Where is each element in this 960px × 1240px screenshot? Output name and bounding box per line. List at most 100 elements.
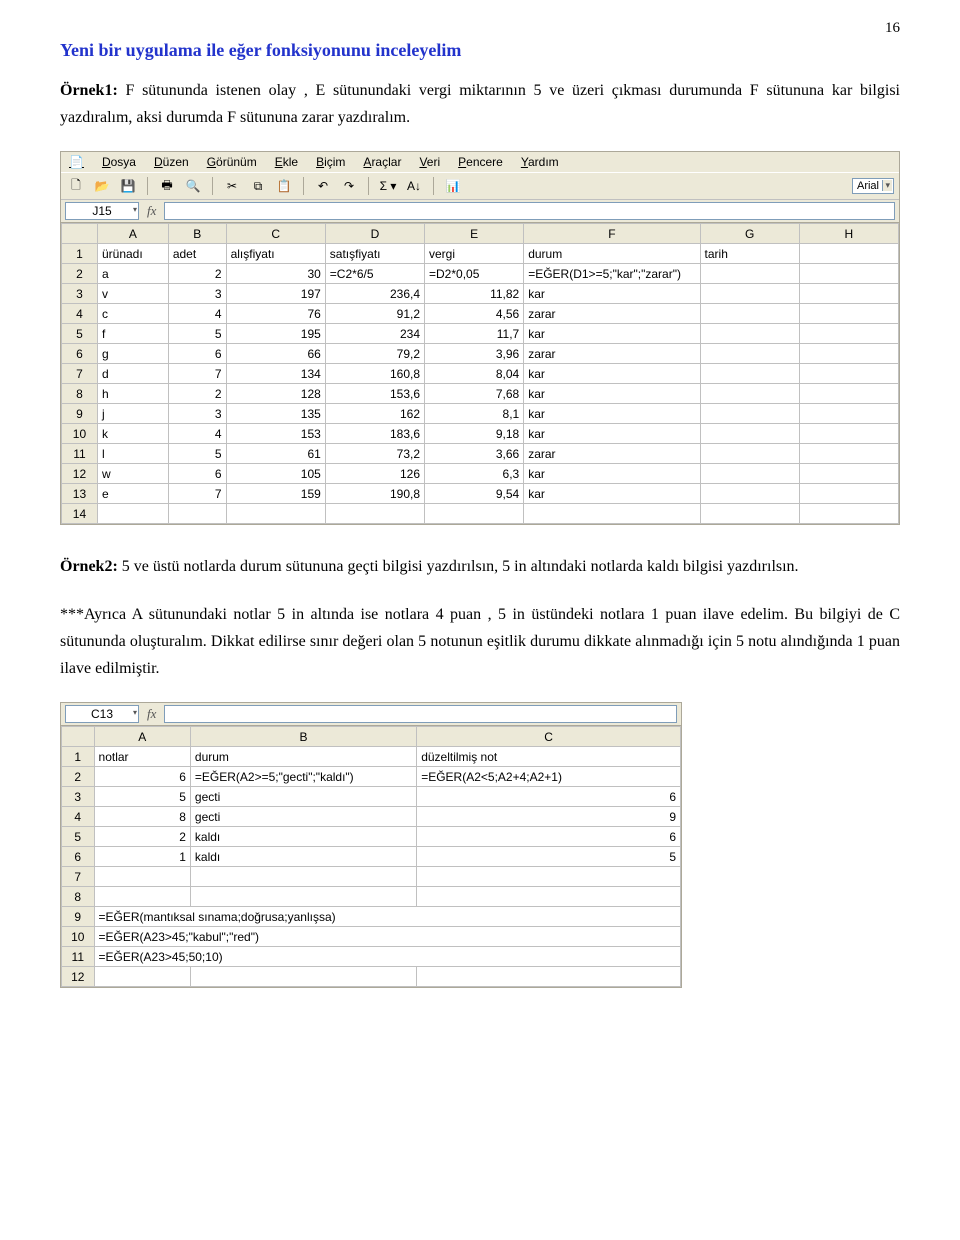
cell[interactable]: kar <box>524 284 700 304</box>
row-header[interactable]: 10 <box>62 927 95 947</box>
cell[interactable]: 6 <box>168 344 226 364</box>
cell[interactable]: 128 <box>226 384 325 404</box>
menu-yardim[interactable]: Yardım <box>521 155 559 169</box>
cell[interactable] <box>799 484 898 504</box>
spreadsheet-grid-1[interactable]: A B C D E F G H 1ürünadıadetalışfiyatısa… <box>61 223 899 524</box>
cell[interactable] <box>799 324 898 344</box>
row-header[interactable]: 11 <box>62 947 95 967</box>
sum-icon[interactable]: Σ ▾ <box>378 176 398 196</box>
cell[interactable]: 236,4 <box>325 284 424 304</box>
cell[interactable]: 73,2 <box>325 444 424 464</box>
cell[interactable] <box>190 967 416 987</box>
cell[interactable] <box>168 504 226 524</box>
cell[interactable]: 4,56 <box>425 304 524 324</box>
cell[interactable]: 3,66 <box>425 444 524 464</box>
cell[interactable]: c <box>97 304 168 324</box>
cell[interactable] <box>799 384 898 404</box>
cell[interactable]: kar <box>524 464 700 484</box>
cell[interactable]: 2 <box>168 264 226 284</box>
cell[interactable]: =EĞER(A2<5;A2+4;A2+1) <box>417 767 681 787</box>
cell[interactable] <box>190 887 416 907</box>
cell[interactable] <box>799 504 898 524</box>
col-header[interactable]: C <box>417 727 681 747</box>
col-header[interactable]: E <box>425 224 524 244</box>
row-header[interactable]: 7 <box>62 867 95 887</box>
cell[interactable]: 105 <box>226 464 325 484</box>
copy-icon[interactable]: ⧉ <box>248 176 268 196</box>
menu-gorunum[interactable]: Görünüm <box>207 155 257 169</box>
row-header[interactable]: 5 <box>62 827 95 847</box>
cell[interactable]: 4 <box>168 304 226 324</box>
cell[interactable]: kaldı <box>190 827 416 847</box>
menu-bicim[interactable]: Biçim <box>316 155 345 169</box>
row-header[interactable]: 12 <box>62 967 95 987</box>
cell[interactable]: 6 <box>417 827 681 847</box>
row-header[interactable]: 7 <box>62 364 98 384</box>
cell[interactable]: notlar <box>94 747 190 767</box>
undo-icon[interactable]: ↶ <box>313 176 333 196</box>
cell[interactable] <box>417 967 681 987</box>
row-header[interactable]: 4 <box>62 304 98 324</box>
cell[interactable] <box>799 444 898 464</box>
row-header[interactable]: 1 <box>62 244 98 264</box>
cell[interactable]: =EĞER(D1>=5;"kar";"zarar") <box>524 264 700 284</box>
col-header[interactable]: A <box>97 224 168 244</box>
cell[interactable]: 9,54 <box>425 484 524 504</box>
cell[interactable]: j <box>97 404 168 424</box>
cell[interactable] <box>799 244 898 264</box>
cell[interactable]: =EĞER(A23>45;50;10) <box>94 947 680 967</box>
cell[interactable] <box>700 424 799 444</box>
cell[interactable] <box>94 967 190 987</box>
cell[interactable]: l <box>97 444 168 464</box>
cell[interactable]: =D2*0,05 <box>425 264 524 284</box>
cell[interactable]: 6 <box>94 767 190 787</box>
formula-input-2[interactable] <box>164 705 677 723</box>
cell[interactable]: 4 <box>168 424 226 444</box>
row-header[interactable]: 4 <box>62 807 95 827</box>
cell[interactable]: 190,8 <box>325 484 424 504</box>
row-header[interactable]: 9 <box>62 404 98 424</box>
cell[interactable]: g <box>97 344 168 364</box>
cell[interactable]: durum <box>190 747 416 767</box>
cell[interactable] <box>799 404 898 424</box>
cell[interactable]: 11,7 <box>425 324 524 344</box>
cell[interactable]: 9 <box>417 807 681 827</box>
cell[interactable] <box>700 284 799 304</box>
menu-araclar[interactable]: Araçlar <box>363 155 401 169</box>
cell[interactable]: 6 <box>168 464 226 484</box>
font-selector[interactable]: Arial <box>852 178 894 194</box>
cell[interactable]: 9,18 <box>425 424 524 444</box>
cell[interactable]: 76 <box>226 304 325 324</box>
cell[interactable] <box>799 424 898 444</box>
row-header[interactable]: 13 <box>62 484 98 504</box>
cell[interactable] <box>799 304 898 324</box>
cell[interactable]: durum <box>524 244 700 264</box>
cell[interactable]: 126 <box>325 464 424 484</box>
cell[interactable]: k <box>97 424 168 444</box>
cell[interactable]: 7,68 <box>425 384 524 404</box>
cell[interactable]: 5 <box>94 787 190 807</box>
cell[interactable]: =EĞER(A23>45;"kabul";"red") <box>94 927 680 947</box>
cell[interactable] <box>700 324 799 344</box>
row-header[interactable]: 8 <box>62 384 98 404</box>
cell[interactable] <box>325 504 424 524</box>
cell[interactable]: 5 <box>168 324 226 344</box>
cell[interactable]: 159 <box>226 484 325 504</box>
menu-ekle[interactable]: Ekle <box>275 155 298 169</box>
chart-icon[interactable]: 📊 <box>443 176 463 196</box>
row-header[interactable]: 12 <box>62 464 98 484</box>
cell[interactable] <box>700 444 799 464</box>
cell[interactable]: 1 <box>94 847 190 867</box>
row-header[interactable]: 14 <box>62 504 98 524</box>
cell[interactable]: 197 <box>226 284 325 304</box>
cell[interactable]: 8,1 <box>425 404 524 424</box>
redo-icon[interactable]: ↷ <box>339 176 359 196</box>
row-header[interactable]: 6 <box>62 847 95 867</box>
cell[interactable]: 8 <box>94 807 190 827</box>
cell[interactable] <box>190 867 416 887</box>
cell[interactable]: adet <box>168 244 226 264</box>
corner-cell[interactable] <box>62 224 98 244</box>
cell[interactable]: f <box>97 324 168 344</box>
cell[interactable] <box>700 264 799 284</box>
cell[interactable] <box>700 384 799 404</box>
